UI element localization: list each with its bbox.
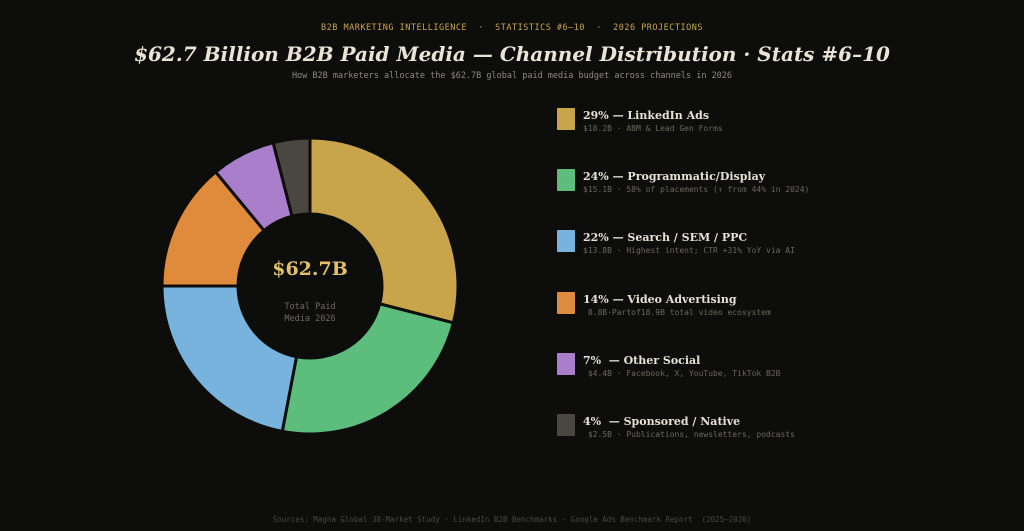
legend-item-other-social: 7% — Other Social $4.4B · Facebook, X, Y… (557, 352, 997, 414)
legend-title: 22% — Search / SEM / PPC (583, 231, 748, 245)
legend-swatch (557, 352, 575, 375)
donut-center-label-line2: Media 2026 (284, 314, 336, 324)
eyebrow-text: B2B MARKETING INTELLIGENCE · STATISTICS … (321, 23, 703, 33)
legend-desc: 8.8B·Partof18.9B total video ecosystem (583, 307, 771, 317)
legend-swatch (557, 169, 575, 192)
legend-swatch (557, 230, 575, 253)
donut-slice-sponsored (271, 136, 312, 219)
legend-swatch (557, 291, 575, 314)
legend-item-search: 22% — Search / SEM / PPC $13.8B · Highes… (557, 230, 997, 291)
legend-desc: $13.8B · Highest intent; CTR +31% YoY vi… (583, 246, 795, 256)
legend-title: 4% — Sponsored / Native (583, 414, 741, 428)
legend-swatch (557, 108, 575, 130)
legend-title: 24% — Programmatic/Display (583, 170, 766, 184)
donut-center-label: Total Paid Media 2026 (250, 301, 370, 325)
page-subtitle: How B2B marketers allocate the $62.7B gl… (291, 71, 733, 81)
legend-swatch (557, 413, 575, 436)
legend-desc: $4.4B · Facebook, X, YouTube, TikTok B2B (583, 368, 781, 378)
legend-item-linkedin: 29% — LinkedIn Ads $18.2B · ABM & Lead G… (557, 108, 997, 169)
legend-title: 14% — Video Advertising (583, 292, 737, 306)
legend-desc: $18.2B · ABM & Lead Gen Forms (583, 124, 723, 133)
legend-item-video: 14% — Video Advertising 8.8B·Partof18.9B… (557, 291, 997, 353)
legend-title: 29% — LinkedIn Ads (583, 109, 710, 122)
legend-desc: $15.1B · 58% of placements (↑ from 44% i… (583, 185, 810, 195)
legend: 29% — LinkedIn Ads $18.2B · ABM & Lead G… (557, 108, 997, 475)
donut-slice-search (160, 284, 299, 434)
legend-item-programmatic: 24% — Programmatic/Display $15.1B · 58% … (557, 169, 997, 230)
donut-center-label-line1: Total Paid (284, 302, 336, 312)
legend-desc: $2.5B · Publications, newsletters, podca… (583, 429, 795, 439)
legend-title: 7% — Other Social (583, 353, 701, 367)
donut-slice-programmatic (280, 302, 456, 436)
donut-center-value: $62.7B (272, 258, 348, 280)
donut-slice-linkedin (308, 136, 460, 325)
page-title: $62.7 Billion B2B Paid Media — Channel D… (134, 42, 890, 66)
sources-footer: Sources: Magna Global 38-Market Study · … (272, 515, 752, 524)
legend-item-sponsored: 4% — Sponsored / Native $2.5B · Publicat… (557, 413, 997, 475)
